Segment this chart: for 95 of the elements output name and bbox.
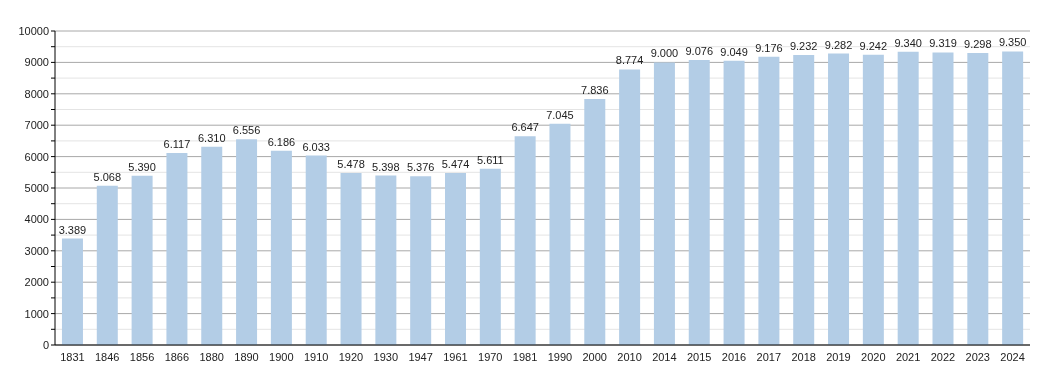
- x-tick-label: 2023: [965, 350, 991, 363]
- data-label: 9.049: [720, 45, 748, 58]
- x-tick-label: 1910: [303, 350, 329, 363]
- y-tick-label: 2000: [24, 276, 49, 289]
- bar: [932, 52, 954, 345]
- x-tick-label: 1990: [547, 350, 573, 363]
- bar: [723, 60, 745, 345]
- x-tick-label: 2024: [1000, 350, 1025, 363]
- data-label: 7.836: [581, 83, 609, 96]
- bar: [131, 175, 153, 345]
- data-label: 9.282: [824, 38, 853, 51]
- bar: [410, 176, 432, 345]
- y-tick-label: 3000: [24, 244, 49, 257]
- bar: [897, 51, 919, 345]
- x-tick-label: 2000: [582, 350, 607, 363]
- data-label: 6.556: [232, 124, 261, 137]
- bar: [688, 60, 710, 345]
- y-tick-label: 9000: [24, 56, 49, 69]
- x-tick-label: 2014: [652, 350, 677, 363]
- y-tick-label: 0: [42, 338, 49, 351]
- data-label: 9.242: [859, 39, 888, 52]
- data-label: 9.340: [894, 36, 922, 49]
- data-label: 5.398: [372, 160, 400, 173]
- y-tick-label: 4000: [24, 213, 49, 226]
- bar: [201, 146, 223, 345]
- x-tick-label: 2021: [895, 350, 921, 363]
- y-tick-label: 8000: [24, 87, 49, 100]
- x-tick-label: 1920: [338, 350, 364, 363]
- data-label: 5.611: [476, 153, 504, 166]
- data-label: 6.310: [197, 131, 226, 144]
- x-tick-label: 2010: [617, 350, 642, 363]
- x-tick-label: 1981: [512, 350, 538, 363]
- x-tick-label: 1961: [443, 350, 468, 363]
- data-label: 9.298: [964, 38, 992, 51]
- data-label: 9.176: [755, 41, 783, 54]
- x-tick-label: 1856: [129, 350, 155, 363]
- y-tick-label: 10000: [18, 24, 49, 37]
- bar: [479, 168, 501, 345]
- data-label: 9.350: [998, 36, 1027, 49]
- bar: [1002, 51, 1024, 345]
- bar: [828, 53, 850, 345]
- x-tick-label: 1947: [408, 350, 433, 363]
- data-label: 6.647: [511, 121, 539, 134]
- bar: [375, 175, 397, 345]
- bar: [61, 238, 83, 345]
- data-label: 8.774: [615, 54, 644, 67]
- bar: [584, 98, 606, 345]
- bar: [96, 185, 118, 345]
- bar: [653, 62, 675, 345]
- data-label: 9.232: [789, 40, 818, 53]
- x-tick-label: 2019: [826, 350, 851, 363]
- y-tick-label: 6000: [24, 150, 49, 163]
- x-tick-label: 1831: [60, 350, 85, 363]
- x-tick-label: 1970: [478, 350, 503, 363]
- data-label: 6.186: [267, 135, 296, 148]
- x-tick-label: 1866: [164, 350, 190, 363]
- x-tick-label: 2022: [930, 350, 956, 363]
- data-label: 6.117: [163, 137, 191, 150]
- data-label: 5.068: [93, 170, 122, 183]
- y-tick-label: 1000: [24, 307, 49, 320]
- x-tick-label: 1846: [94, 350, 120, 363]
- x-tick-label: 2020: [861, 350, 886, 363]
- bar: [549, 123, 571, 345]
- x-tick-label: 1900: [269, 350, 294, 363]
- data-label: 9.076: [685, 45, 714, 58]
- x-tick-label: 2017: [756, 350, 782, 363]
- data-label: 9.000: [650, 47, 679, 60]
- y-tick-label: 5000: [24, 181, 49, 194]
- bar: [166, 152, 188, 345]
- y-tick-label: 7000: [24, 119, 49, 132]
- data-label: 3.389: [58, 223, 87, 236]
- bar: [305, 155, 327, 345]
- data-label: 5.390: [128, 160, 156, 173]
- data-label: 5.376: [406, 161, 435, 174]
- x-tick-label: 2016: [721, 350, 747, 363]
- bar: [758, 56, 780, 345]
- bar: [793, 55, 815, 345]
- x-tick-label: 1890: [234, 350, 259, 363]
- x-tick-label: 1930: [373, 350, 399, 363]
- x-tick-label: 1880: [199, 350, 224, 363]
- bar: [445, 173, 466, 345]
- bar: [514, 136, 536, 345]
- bar: [862, 54, 884, 345]
- bar: [270, 150, 292, 345]
- data-label: 7.045: [546, 108, 574, 121]
- x-tick-label: 2015: [686, 350, 712, 363]
- data-label: 9.319: [929, 37, 957, 50]
- data-label: 6.033: [302, 140, 330, 153]
- bar: [619, 69, 641, 345]
- x-tick-label: 2018: [791, 350, 816, 363]
- bar: [236, 139, 258, 345]
- data-label: 5.478: [337, 157, 365, 170]
- bar: [340, 172, 362, 345]
- data-label: 5.474: [441, 158, 470, 171]
- bar: [967, 53, 989, 345]
